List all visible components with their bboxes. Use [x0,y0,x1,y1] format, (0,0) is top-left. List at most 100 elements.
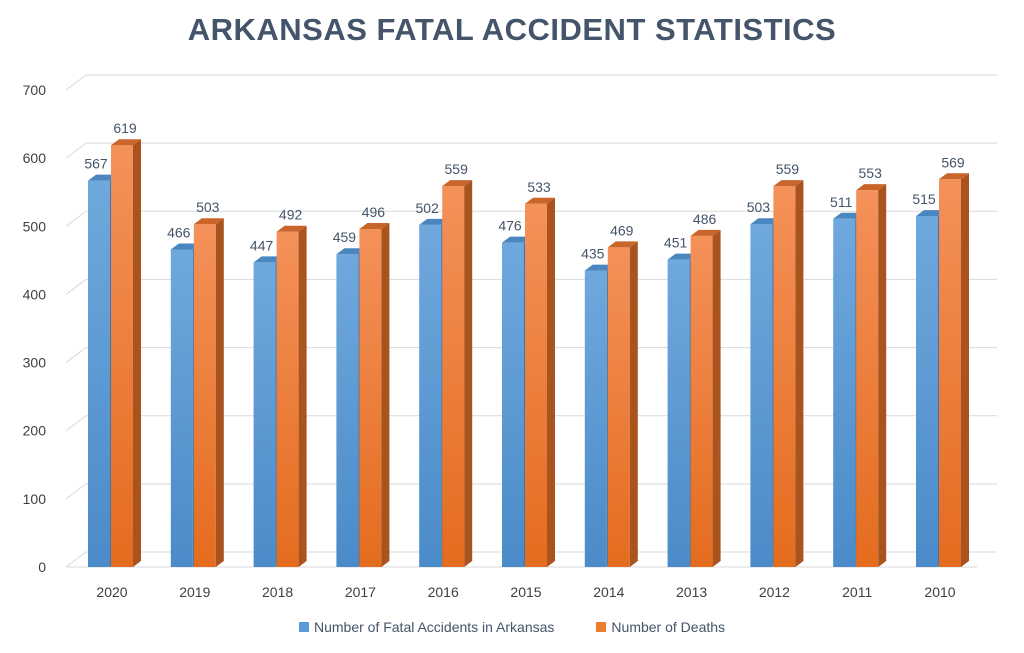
chart-title: ARKANSAS FATAL ACCIDENT STATISTICS [187,12,837,47]
bar-accidents [502,242,524,567]
data-label-deaths: 492 [279,207,303,223]
data-label-deaths: 503 [196,199,220,215]
bar-accidents [336,254,359,567]
data-label-accidents: 466 [167,224,191,240]
bar-deaths-side [712,229,721,567]
bar-deaths-top [359,223,390,230]
bar-deaths-side [795,180,804,568]
data-label-accidents: 435 [581,246,605,262]
gridline-depth [65,415,87,432]
data-label-accidents: 476 [498,218,522,234]
bar-accidents [88,180,110,567]
data-label-deaths: 486 [693,211,717,227]
x-tick-label: 2011 [842,584,872,600]
bar-accidents [419,224,442,567]
data-label-accidents: 567 [84,156,108,172]
bar-accidents [667,259,690,567]
bar-deaths [690,235,713,567]
bar-accidents-top [750,218,781,225]
bar-deaths-side [381,223,390,568]
gridline-depth [65,483,87,500]
data-label-accidents: 451 [664,235,688,251]
y-tick-label: 0 [38,559,46,575]
bar-deaths [359,229,382,568]
data-label-accidents: 502 [416,200,440,216]
bar-accidents [916,216,938,568]
bar-deaths-side [878,184,887,568]
gridline-depth [65,347,87,363]
data-label-deaths: 496 [362,204,386,220]
data-label-accidents: 447 [250,237,274,253]
y-tick-label: 600 [23,150,47,166]
y-tick-label: 500 [23,218,47,234]
gridline-depth [65,210,87,227]
data-label-deaths: 559 [776,161,800,177]
bar-deaths-top [111,139,141,146]
legend-swatch-deaths [596,622,607,632]
data-label-deaths: 559 [445,161,469,177]
bar-deaths [111,145,133,567]
bar-deaths-top [442,180,473,187]
x-tick-label: 2016 [428,584,459,600]
data-label-deaths: 469 [610,222,634,238]
bar-deaths-side [215,218,224,567]
bar-accidents-top [336,248,367,255]
bar-accidents [750,224,773,567]
bar-deaths-side [298,225,307,568]
x-tick-label: 2015 [510,584,541,600]
bar-accidents-top [170,243,201,250]
bar-deaths-side [629,241,638,567]
x-tick-label: 2010 [924,584,955,600]
bar-deaths-top [607,241,638,248]
bar-deaths [856,190,879,568]
gridline-depth [65,551,87,568]
legend: Number of Fatal Accidents in Arkansas Nu… [0,619,1024,635]
bar-deaths [193,224,216,567]
bar-deaths [939,179,961,567]
bar-accidents-top [667,253,698,260]
data-label-deaths: 619 [113,120,137,136]
bar-accidents-top [916,210,946,217]
bar-accidents [253,262,276,567]
bar-deaths [607,247,630,567]
bar-deaths-top [773,180,804,187]
y-tick-label: 300 [23,355,47,371]
bar-accidents [584,270,607,567]
bar-accidents [833,218,856,568]
bar-deaths-top [690,229,721,236]
bar-accidents-top [833,212,864,219]
x-tick-label: 2019 [179,584,210,600]
legend-item-accidents: Number of Fatal Accidents in Arkansas [298,619,554,635]
data-label-accidents: 503 [747,199,771,215]
data-label-deaths: 553 [859,165,883,181]
x-tick-label: 2020 [96,584,127,600]
bar-accidents [170,249,193,567]
bar-deaths-top [193,218,224,225]
bar-deaths [442,186,465,567]
y-tick-label: 700 [23,82,47,98]
bar-deaths-top [856,184,887,191]
legend-label-deaths: Number of Deaths [611,619,726,635]
legend-item-deaths: Number of Deaths [596,619,725,635]
gridline-depth [65,279,87,295]
x-tick-label: 2017 [345,584,376,600]
x-tick-label: 2014 [593,584,624,600]
x-tick-label: 2013 [676,584,707,600]
bar-deaths [276,231,299,568]
bar-accidents-top [253,256,284,263]
y-tick-label: 200 [23,423,47,439]
bar-deaths-top [939,173,969,180]
bar-deaths-side [961,173,969,567]
data-label-deaths: 533 [527,179,551,195]
y-tick-label: 100 [23,491,47,507]
bar-accidents-top [419,218,450,225]
bar-accidents-top [88,174,118,181]
gridline-depth [65,142,87,159]
x-tick-label: 2012 [759,584,790,600]
bar-deaths-top [525,197,555,204]
data-label-accidents: 515 [912,191,936,207]
gridline-depth [65,74,87,91]
data-label-deaths: 569 [941,154,965,170]
